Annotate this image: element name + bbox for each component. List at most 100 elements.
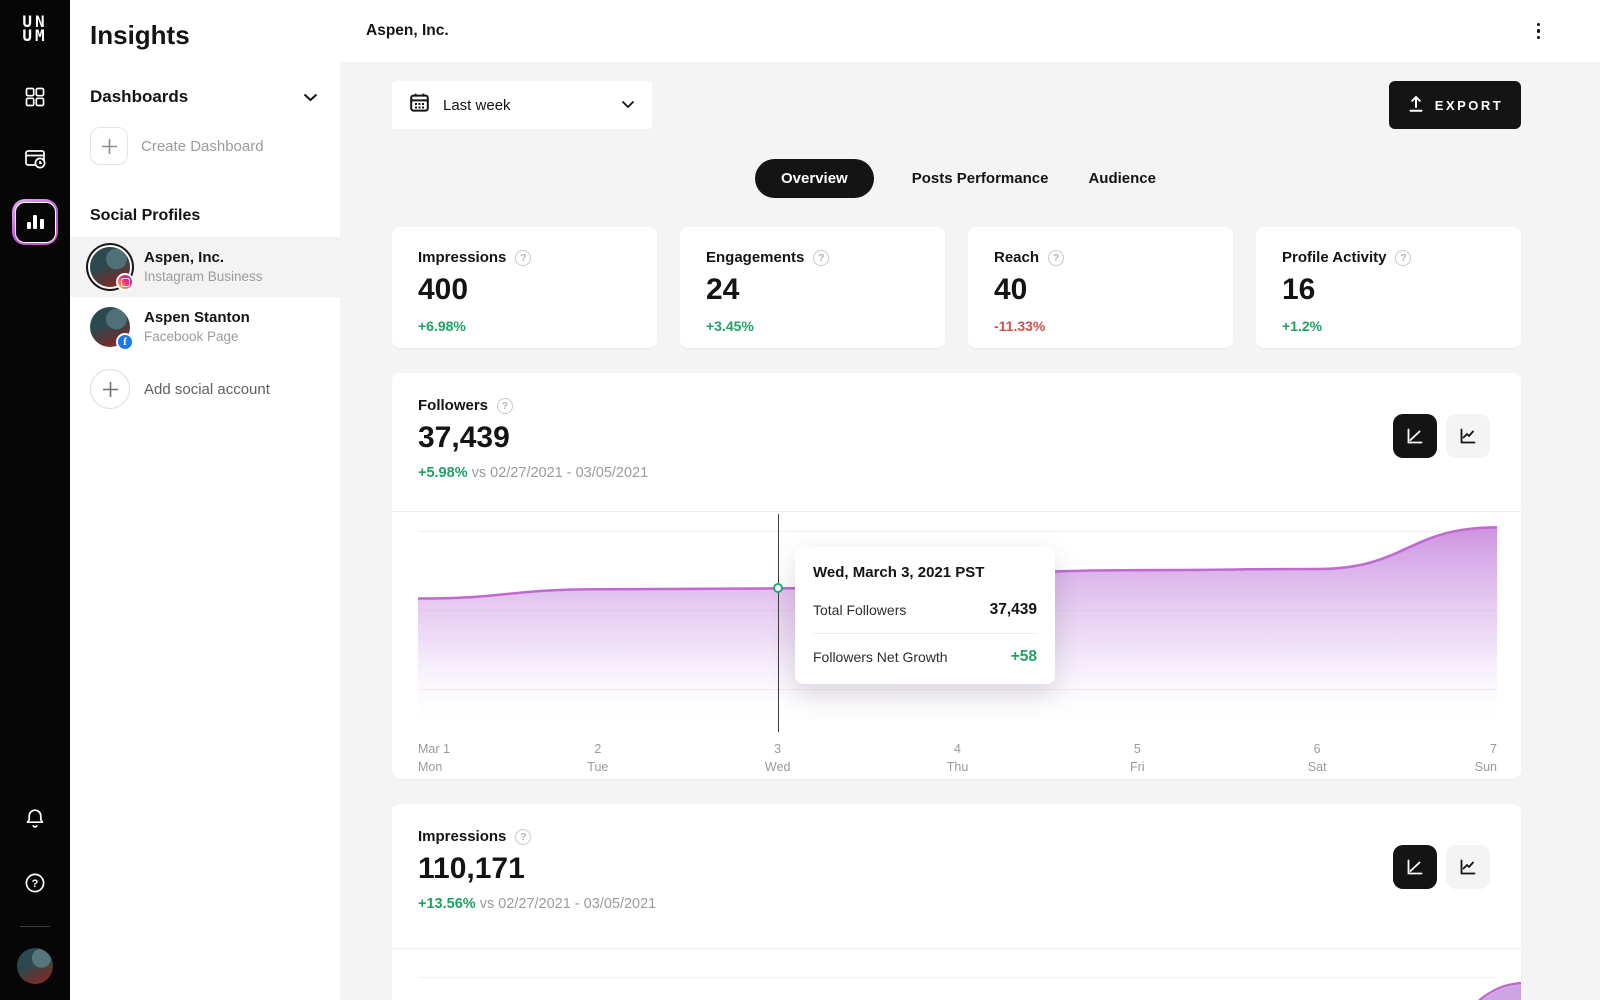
followers-compare: +5.98% vs 02/27/2021 - 03/05/2021: [418, 465, 1495, 481]
chart-type-toggles: [1393, 414, 1490, 458]
upload-icon: [1407, 94, 1425, 116]
kebab-menu-icon[interactable]: [1533, 19, 1545, 44]
area-chart-toggle[interactable]: [1393, 845, 1437, 889]
date-range-value: Last week: [443, 96, 511, 114]
stat-delta: +3.45%: [706, 318, 754, 334]
report-tabs: Overview Posts Performance Audience: [392, 159, 1521, 198]
insights-sidebar: Insights Dashboards Create Dashboard Soc…: [70, 0, 340, 1000]
main-area: Aspen, Inc. Last week: [340, 0, 1600, 1000]
profile-avatar: [90, 307, 134, 351]
line-chart-toggle[interactable]: [1446, 845, 1490, 889]
impressions-chart[interactable]: [392, 948, 1521, 1000]
gridline: [418, 977, 1497, 978]
impressions-card: Impressions ? 110,171 +13.56% vs 02/27/2…: [392, 804, 1521, 1000]
stat-label: Profile Activity: [1282, 249, 1387, 266]
profile-type: Facebook Page: [144, 329, 239, 344]
tab-overview[interactable]: Overview: [755, 159, 874, 198]
tab-audience[interactable]: Audience: [1088, 170, 1156, 187]
rail-divider: [20, 926, 50, 927]
help-icon[interactable]: ?: [13, 861, 57, 905]
gridline: [418, 531, 1497, 532]
help-icon[interactable]: ?: [497, 397, 514, 414]
help-icon[interactable]: ?: [813, 249, 830, 266]
compare-range: vs 02/27/2021 - 03/05/2021: [471, 465, 649, 481]
dashboards-section-toggle[interactable]: Dashboards: [70, 87, 340, 107]
dashboards-label: Dashboards: [90, 87, 189, 106]
profile-avatar: [90, 247, 134, 291]
bell-icon[interactable]: [13, 796, 57, 840]
logo-line-2: UM: [22, 26, 48, 45]
stat-delta: +6.98%: [418, 318, 466, 334]
rail-nav: [12, 75, 58, 245]
stat-label: Reach: [994, 249, 1040, 266]
stat-value: 16: [1282, 273, 1316, 306]
impressions-total: 110,171: [418, 852, 525, 885]
area-chart-toggle[interactable]: [1393, 414, 1437, 458]
stat-card-engagements: Engagements ? 24 +3.45%: [680, 227, 945, 348]
help-icon[interactable]: ?: [1395, 249, 1412, 266]
create-dashboard-label: Create Dashboard: [141, 137, 264, 155]
followers-card: Followers ? 37,439 +5.98% vs 02/27/2021 …: [392, 373, 1521, 779]
impressions-area-corner: [1477, 982, 1521, 1000]
chevron-down-icon: [621, 96, 635, 114]
followers-total: 37,439: [418, 421, 510, 454]
stat-cards-row: Impressions ? 400 +6.98% Engagements ? 2…: [392, 227, 1521, 348]
user-avatar[interactable]: [17, 948, 53, 984]
date-range-select[interactable]: Last week: [392, 81, 652, 129]
help-icon[interactable]: ?: [515, 249, 532, 266]
profile-item-aspen-stanton[interactable]: Aspen Stanton Facebook Page: [70, 297, 340, 357]
stat-value: 40: [994, 273, 1028, 306]
axis-tick: 6 Sat: [1307, 742, 1327, 774]
chart-type-toggles: [1393, 845, 1490, 889]
grid-icon[interactable]: [13, 75, 57, 119]
stat-card-reach: Reach ? 40 -11.33%: [968, 227, 1233, 348]
bar-chart-glyph: [26, 215, 44, 229]
compare-range: vs 02/27/2021 - 03/05/2021: [479, 896, 657, 912]
tooltip-title: Wed, March 3, 2021 PST: [813, 564, 985, 581]
plus-icon: [90, 369, 130, 409]
calendar-icon: [409, 92, 430, 118]
export-label: EXPORT: [1434, 97, 1504, 113]
app-rail: UN UM: [0, 0, 70, 1000]
logo-line-1: UN: [22, 12, 48, 31]
axis-tick: 5 Fri: [1130, 742, 1145, 774]
plus-icon: [90, 127, 128, 165]
profile-item-aspen-inc[interactable]: Aspen, Inc. Instagram Business: [70, 237, 340, 297]
stat-delta: -11.33%: [994, 318, 1046, 334]
profile-type: Instagram Business: [144, 269, 263, 284]
stat-value: 24: [706, 273, 740, 306]
unum-logo[interactable]: UN UM: [22, 12, 48, 45]
followers-card-title: Followers: [418, 397, 489, 414]
svg-text:?: ?: [32, 878, 39, 890]
crosshair-line: [777, 514, 780, 732]
export-button[interactable]: EXPORT: [1389, 81, 1521, 129]
tab-posts-performance[interactable]: Posts Performance: [911, 170, 1049, 187]
chart-tooltip: Wed, March 3, 2021 PST Total Followers 3…: [795, 547, 1055, 684]
insights-bar-chart-icon[interactable]: [12, 199, 58, 245]
tooltip-row: Followers Net Growth +58: [813, 633, 1037, 680]
stat-label: Impressions: [418, 249, 507, 266]
data-point-marker: [772, 583, 783, 593]
followers-delta: +5.98%: [418, 465, 468, 481]
help-icon[interactable]: ?: [1048, 249, 1065, 266]
stat-delta: +1.2%: [1282, 318, 1323, 334]
followers-chart[interactable]: Wed, March 3, 2021 PST Total Followers 3…: [392, 511, 1521, 779]
impressions-delta: +13.56%: [418, 896, 476, 912]
axis-tick: 4 Thu: [946, 742, 969, 774]
add-social-account-button[interactable]: Add social account: [70, 357, 340, 421]
toolbar: Last week EXPORT: [392, 81, 1521, 129]
line-chart-toggle[interactable]: [1446, 414, 1490, 458]
facebook-icon: [116, 333, 134, 351]
rail-bottom: ?: [13, 796, 57, 1000]
instagram-icon: [116, 273, 134, 291]
scheduler-icon[interactable]: [13, 137, 57, 181]
chevron-down-icon: [303, 87, 318, 107]
x-axis: Mar 1 Mon 2 Tue 3 Wed 4 Thu 5 Fri 6 Sat 7 Sun: [418, 740, 1497, 780]
help-icon[interactable]: ?: [515, 828, 532, 845]
main-header: Aspen, Inc.: [340, 0, 1600, 62]
axis-tick: Mar 1 Mon: [418, 742, 450, 774]
create-dashboard-button[interactable]: Create Dashboard: [70, 127, 340, 165]
stat-card-impressions: Impressions ? 400 +6.98%: [392, 227, 657, 348]
profile-name: Aspen Stanton: [144, 309, 250, 326]
impressions-compare: +13.56% vs 02/27/2021 - 03/05/2021: [418, 896, 1495, 912]
